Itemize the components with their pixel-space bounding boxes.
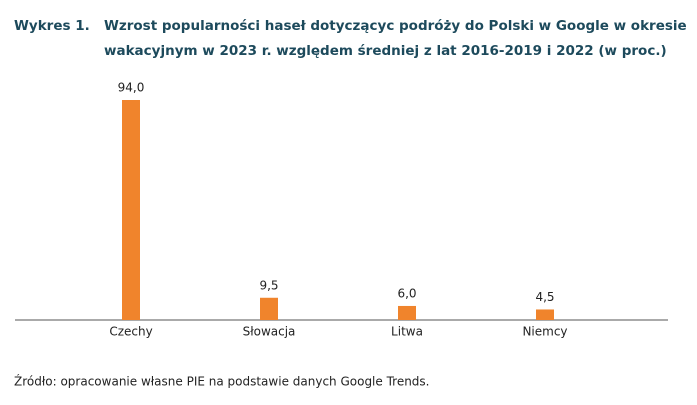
bar <box>536 309 554 320</box>
chart-title: Wzrost popularności haseł dotyczącyc pod… <box>104 18 687 34</box>
bar <box>260 297 278 320</box>
value-label: 4,5 <box>535 290 554 304</box>
x-tick-label: Słowacja <box>243 325 296 339</box>
chart-title: wakacyjnym w 2023 r. względem średniej z… <box>104 43 667 59</box>
x-tick-label: Czechy <box>109 325 152 339</box>
figure-label: Wykres 1. <box>14 18 90 34</box>
value-label: 9,5 <box>259 278 278 292</box>
x-tick-label: Niemcy <box>522 325 567 339</box>
bar <box>398 305 416 320</box>
source-note: Źródło: opracowanie własne PIE na podsta… <box>14 374 430 389</box>
value-label: 6,0 <box>397 286 416 300</box>
x-tick-label: Litwa <box>391 325 423 339</box>
bar <box>122 100 140 320</box>
value-label: 94,0 <box>118 81 145 95</box>
